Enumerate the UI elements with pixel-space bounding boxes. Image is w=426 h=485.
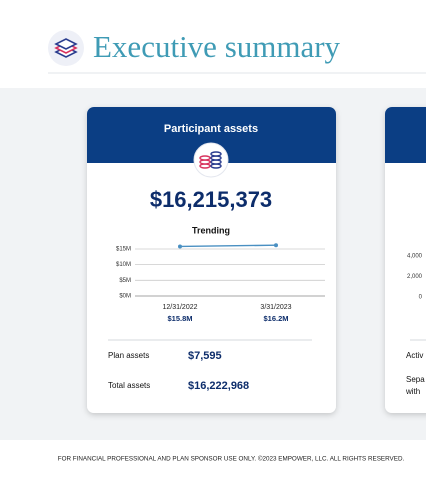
card-header [87,107,336,163]
y-tick-label: $10M [116,262,131,268]
footer: FOR FINANCIAL PROFESSIONAL AND PLAN SPON… [58,455,405,463]
y-tick-label: 0 [419,295,423,301]
trend-point [274,243,278,248]
trend-point [178,244,182,249]
row-label: Plan assets [108,351,149,360]
chart-title: Trending [192,225,230,235]
x-tick-label: 12/31/2022 [162,304,197,311]
row-value: $16,222,968 [188,380,249,392]
y-tick-label: 2,000 [407,274,423,280]
row-value: $7,595 [188,350,222,362]
card-title: Participant assets [164,123,258,135]
y-tick-label: $0M [119,294,131,300]
card: Participant assets $16,215,373 Trending … [87,107,336,413]
card-body [385,107,426,413]
card-icon-bg [193,142,229,178]
y-tick-label: $15M [116,247,131,253]
header-icon [54,38,78,58]
partial-chart: 0 2,000 4,000 [407,254,423,301]
card-header [385,107,426,163]
partial-text: Activ [406,351,423,360]
card-body [87,107,336,413]
data-label: $16.2M [263,314,288,323]
trend-line [179,244,277,248]
partial-text: with [405,387,420,396]
card-total: $16,215,373 [150,187,272,212]
partial-text: Sepa [406,375,425,384]
partial-card: 0 2,000 4,000 Activ Sepa with [385,107,426,413]
page-title: Executive summary [93,29,341,64]
data-label: $15.8M [167,314,192,323]
row-label: Total assets [108,381,150,390]
x-tick-label: 3/31/2023 [260,304,291,311]
trend-chart: $0M $5M $10M $15M 12/31/2022 $15.8M 3/31/2023 $… [116,243,325,323]
y-tick-label: 4,000 [407,254,423,260]
card-icon [199,151,222,169]
y-tick-label: $5M [119,278,131,284]
